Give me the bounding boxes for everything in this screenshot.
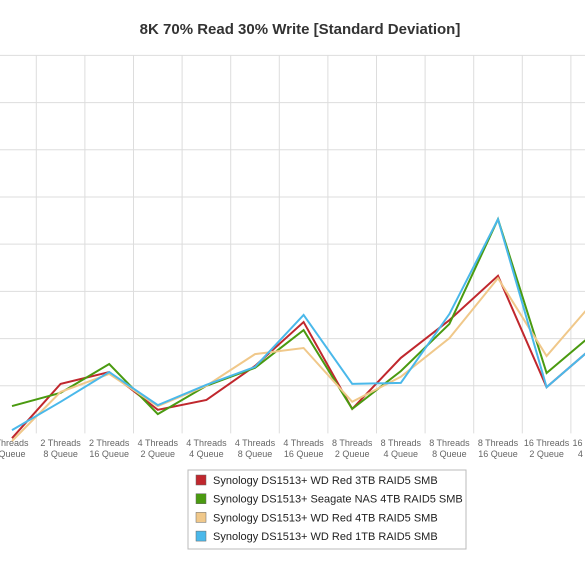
legend-swatch [195,512,207,523]
x-tick-label: Threads [0,438,29,448]
x-tick-label: Queue [0,449,26,459]
x-tick-label: 8 Queue [432,449,467,459]
legend-label: Synology DS1513+ WD Red 1TB RAID5 SMB [213,531,438,543]
series-line [11,274,585,439]
x-tick-label: 8 Queue [43,449,78,459]
x-tick-label: 4 Threads [186,438,227,448]
x-tick-label: 2 Queue [141,449,176,459]
legend-swatch [195,493,207,504]
x-tick-label: 8 Threads [332,438,373,448]
x-tick-label: 2 Threads [89,438,130,448]
legend-swatch [195,474,207,486]
x-tick-label: 16 Queue [89,449,129,459]
x-tick-label: 4 Queue [384,449,419,459]
legend-label: Synology DS1513+ Seagate NAS 4TB RAID5 S… [213,494,463,506]
x-tick-label: 8 Threads [429,438,470,448]
x-tick-label: 8 Threads [478,438,519,448]
x-tick-label: 2 Queue [529,449,564,459]
series-line [11,216,585,416]
x-tick-label: 4 Threads [283,438,324,448]
series-line [11,276,585,442]
legend-box [187,469,467,550]
series-line [11,216,585,431]
x-tick-label: 16 Threads [573,438,585,448]
x-tick-label: 4 Queue [189,449,224,459]
x-tick-label: 4 Queue [578,449,585,459]
x-tick-label: 16 Threads [524,438,570,448]
x-tick-label: 4 Threads [235,438,276,448]
legend-swatch [195,530,207,542]
x-tick-label: 8 Queue [238,449,273,459]
x-tick-label: 2 Queue [335,449,370,459]
x-tick-label: 8 Threads [381,438,422,448]
legend-label: Synology DS1513+ WD Red 4TB RAID5 SMB [213,512,438,524]
x-tick-label: 4 Threads [138,438,179,448]
chart-title: 8K 70% Read 30% Write [Standard Deviatio… [140,21,461,38]
x-tick-label: 2 Threads [40,438,81,448]
legend-label: Synology DS1513+ WD Red 3TB RAID5 SMB [213,475,438,487]
x-tick-label: 16 Queue [284,449,324,459]
x-tick-label: 16 Queue [478,449,518,459]
